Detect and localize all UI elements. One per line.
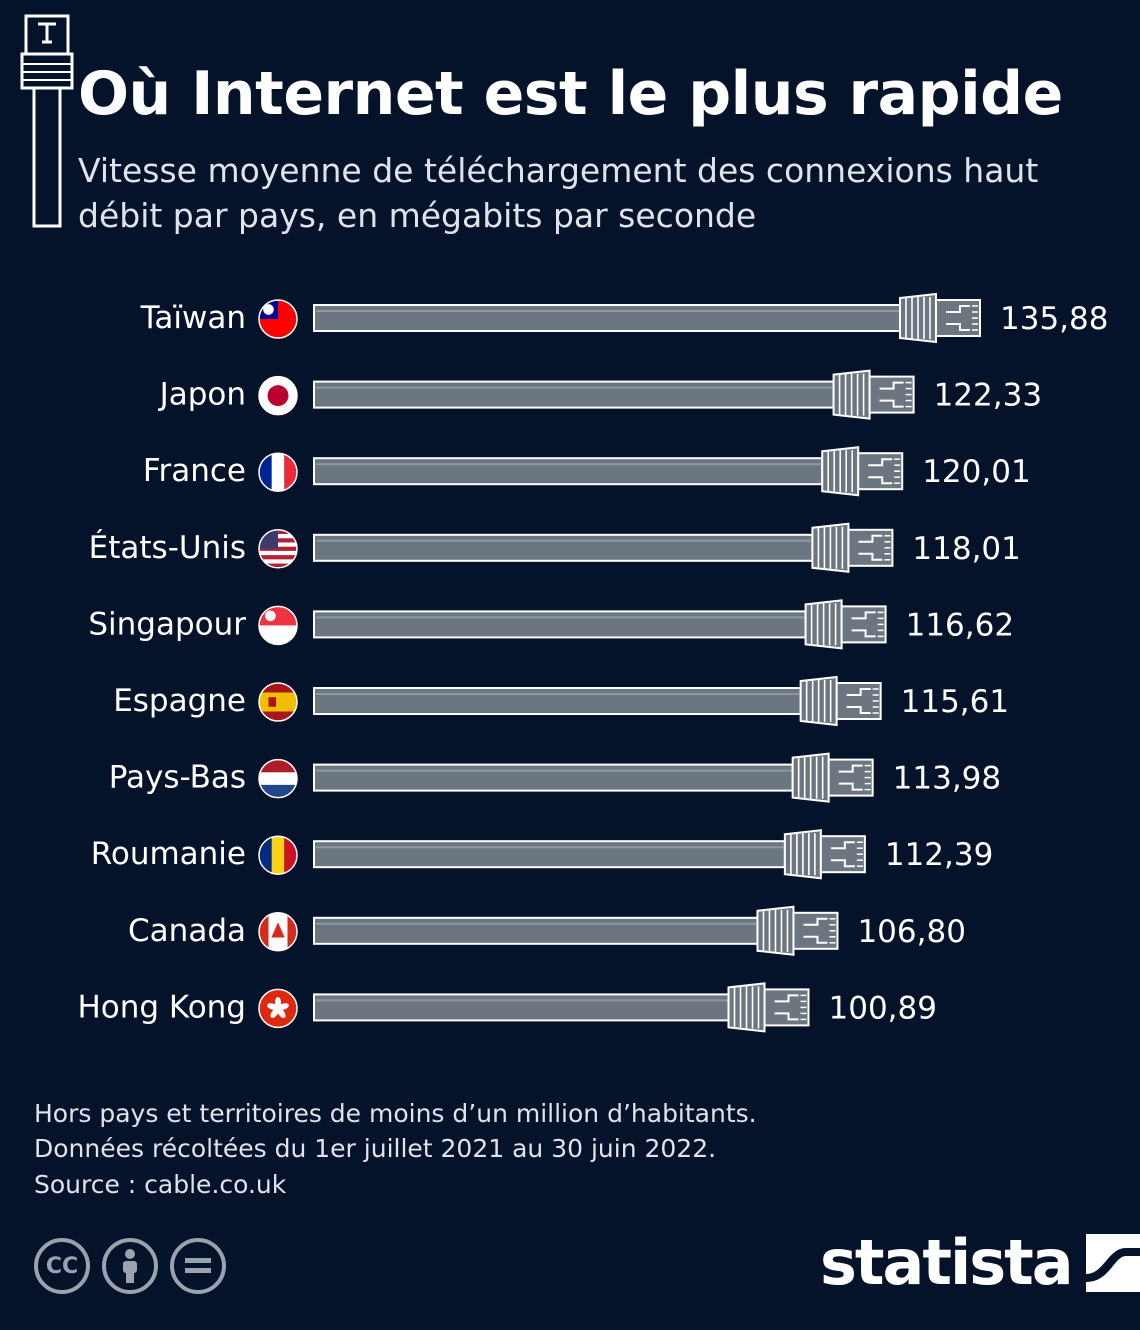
- statista-logo: statista: [820, 1226, 1140, 1299]
- bar-row: Pays-Bas 113,98: [109, 752, 1001, 803]
- canada-flag: [258, 912, 298, 952]
- ethernet-cable-icon: [20, 14, 74, 228]
- cc-icon: CC: [34, 1238, 90, 1294]
- usa-flag: [258, 529, 298, 569]
- attribution-icon: [102, 1238, 158, 1294]
- cable-bar: [313, 599, 887, 650]
- category-label: France: [143, 453, 246, 489]
- source-text: Source : cable.co.uk: [34, 1170, 287, 1199]
- cable-bar: [313, 982, 810, 1033]
- cable-bar: [313, 752, 874, 803]
- value-label: 116,62: [906, 607, 1014, 643]
- footnote-line-1: Hors pays et territoires de moins d’un m…: [34, 1099, 757, 1128]
- bar-row: Espagne 115,61: [113, 675, 1009, 727]
- bar-chart: Taïwan 135,88 Japon 122,33 France 120,01 États…: [77, 292, 1108, 1033]
- japan-flag: [258, 375, 298, 416]
- no-derivatives-icon: [170, 1238, 226, 1294]
- bar-row: Hong Kong 100,89: [77, 982, 937, 1033]
- bar-row: Roumanie 112,39: [91, 829, 993, 880]
- category-label: Hong Kong: [77, 989, 246, 1025]
- category-label: Taïwan: [140, 300, 246, 336]
- bar-row: Taïwan 135,88: [140, 292, 1108, 344]
- chart-subtitle: Vitesse moyenne de téléchargement des co…: [78, 151, 1039, 235]
- value-label: 112,39: [885, 837, 993, 873]
- cable-bar: [313, 446, 904, 497]
- cc-icon-text: CC: [45, 1253, 79, 1279]
- taiwan-flag: [258, 299, 298, 339]
- cable-bar: [313, 369, 915, 420]
- chart-title: Où Internet est le plus rapide: [78, 59, 1063, 129]
- footnote-line-2: Données récoltées du 1er juillet 2021 au…: [34, 1134, 717, 1163]
- cable-bar: [313, 675, 882, 727]
- license-icons: CC: [34, 1238, 226, 1294]
- value-label: 118,01: [912, 531, 1020, 567]
- bar-row: États-Unis 118,01: [89, 522, 1021, 573]
- cable-bar: [313, 829, 866, 880]
- france-flag: [258, 452, 298, 492]
- statista-logo-icon: [1085, 1233, 1140, 1292]
- value-label: 115,61: [901, 684, 1009, 720]
- bar-row: Japon 122,33: [158, 369, 1042, 420]
- category-label: Canada: [128, 913, 246, 949]
- category-label: Japon: [158, 377, 246, 413]
- category-label: Pays-Bas: [109, 760, 246, 796]
- value-label: 100,89: [829, 990, 937, 1026]
- cable-bar: [313, 522, 894, 573]
- value-label: 122,33: [934, 378, 1042, 414]
- romania-flag: [258, 835, 298, 875]
- netherlands-flag: [258, 758, 298, 799]
- brand-name: statista: [820, 1226, 1074, 1299]
- value-label: 120,01: [922, 454, 1030, 490]
- category-label: Espagne: [113, 683, 246, 719]
- bar-row: Canada 106,80: [128, 905, 966, 956]
- value-label: 135,88: [1000, 301, 1108, 337]
- bar-row: Singapour 116,62: [88, 599, 1014, 650]
- value-label: 106,80: [857, 914, 965, 950]
- singapore-flag: [258, 605, 298, 646]
- value-label: 113,98: [893, 761, 1001, 797]
- bar-row: France 120,01: [143, 446, 1031, 497]
- category-label: Roumanie: [91, 836, 246, 872]
- hong-kong-flag: [258, 988, 298, 1029]
- category-label: Singapour: [88, 606, 246, 642]
- spain-flag: [258, 682, 298, 722]
- footnote: Hors pays et territoires de moins d’un m…: [34, 1096, 757, 1166]
- category-label: États-Unis: [89, 530, 246, 566]
- cable-bar: [313, 905, 839, 956]
- cable-bar: [313, 292, 981, 344]
